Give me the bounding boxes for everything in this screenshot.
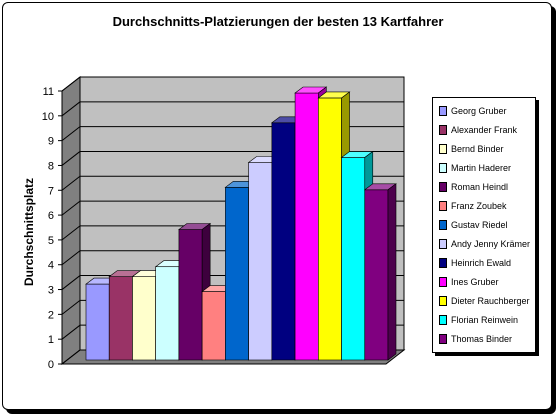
y-tick-label: 11 xyxy=(43,86,54,98)
legend-label: Dieter Rauchberger xyxy=(451,296,530,306)
bar-5 xyxy=(178,229,203,361)
gridline-side xyxy=(61,275,81,290)
bar-13 xyxy=(364,189,389,361)
legend-label: Roman Heindl xyxy=(451,182,509,192)
legend-item: Roman Heindl xyxy=(439,180,508,194)
bar-1 xyxy=(85,283,110,361)
gridline-side xyxy=(61,250,81,266)
bar-3 xyxy=(132,276,156,361)
gridline-side xyxy=(61,101,81,117)
legend-label: Gustav Riedel xyxy=(451,220,508,230)
legend-swatch xyxy=(439,220,447,230)
legend-swatch xyxy=(439,144,447,154)
legend-item: Franz Zoubek xyxy=(439,199,507,213)
gridline-side xyxy=(61,225,81,241)
bar-6 xyxy=(201,291,226,361)
gridline-side xyxy=(61,200,81,216)
legend-item: Thomas Binder xyxy=(439,332,512,346)
legend-swatch xyxy=(439,201,447,211)
legend-item: Ines Gruber xyxy=(439,275,499,289)
gridline-side xyxy=(61,324,81,340)
y-tick-label: 8 xyxy=(48,160,54,172)
gridline-side xyxy=(61,349,81,365)
y-tick-label: 9 xyxy=(48,136,54,148)
gridline-side xyxy=(61,299,81,315)
legend-label: Florian Reinwein xyxy=(451,315,519,325)
y-tick-label: 0 xyxy=(48,359,54,371)
legend-swatch xyxy=(439,258,447,268)
chart-title: Durchschnitts-Platzierungen der besten 1… xyxy=(112,14,444,29)
legend-label: Alexander Frank xyxy=(451,125,518,135)
legend-swatch xyxy=(439,163,447,173)
legend-item: Bernd Binder xyxy=(439,142,504,156)
gridline-side xyxy=(61,151,81,166)
legend: Georg Gruber Alexander Frank Bernd Binder M… xyxy=(432,97,536,353)
legend-swatch xyxy=(439,334,447,344)
y-tick-label: 7 xyxy=(48,185,54,197)
legend-swatch xyxy=(439,239,447,249)
y-tick-label: 5 xyxy=(48,235,54,247)
legend-label: Heinrich Ewald xyxy=(451,258,512,268)
legend-label: Martin Haderer xyxy=(451,163,512,173)
y-tick-label: 2 xyxy=(48,309,54,321)
bar-10 xyxy=(294,92,319,361)
gridline-side xyxy=(61,126,81,142)
legend-label: Ines Gruber xyxy=(451,277,499,287)
legend-label: Bernd Binder xyxy=(451,144,504,154)
gridline-side xyxy=(61,175,81,191)
side-wall xyxy=(61,75,81,366)
y-tick-label: 6 xyxy=(48,210,54,222)
bar-side-13 xyxy=(387,183,397,361)
legend-item: Alexander Frank xyxy=(439,123,517,137)
legend-item: Heinrich Ewald xyxy=(439,256,511,270)
legend-item: Georg Gruber xyxy=(439,104,507,118)
legend-swatch xyxy=(439,277,447,287)
legend-swatch xyxy=(439,125,447,135)
bar-11 xyxy=(318,97,342,361)
legend-label: Thomas Binder xyxy=(451,334,513,344)
legend-swatch xyxy=(439,315,447,325)
bar-12 xyxy=(341,157,366,361)
y-tick-label: 1 xyxy=(48,334,54,346)
bar-7 xyxy=(225,187,249,361)
legend-item: Dieter Rauchberger xyxy=(439,294,530,308)
y-tick-label: 3 xyxy=(48,285,54,297)
legend-label: Georg Gruber xyxy=(451,106,507,116)
bar-9 xyxy=(271,122,296,361)
bar-8 xyxy=(248,162,273,361)
legend-item: Martin Haderer xyxy=(439,161,511,175)
y-tick-label: 10 xyxy=(42,111,54,123)
y-tick-label: 4 xyxy=(48,260,54,272)
legend-swatch xyxy=(439,182,447,192)
legend-swatch xyxy=(439,296,447,306)
legend-item: Gustav Riedel xyxy=(439,218,508,232)
legend-label: Franz Zoubek xyxy=(451,201,507,211)
gridline-side xyxy=(61,76,81,92)
legend-item: Andy Jenny Krämer xyxy=(439,237,530,251)
y-axis-label: Durchschnittsplatz xyxy=(22,177,36,287)
legend-label: Andy Jenny Krämer xyxy=(451,239,531,249)
bar-2 xyxy=(108,276,133,361)
legend-swatch xyxy=(439,106,447,116)
legend-item: Florian Reinwein xyxy=(439,313,518,327)
bar-4 xyxy=(155,266,180,361)
